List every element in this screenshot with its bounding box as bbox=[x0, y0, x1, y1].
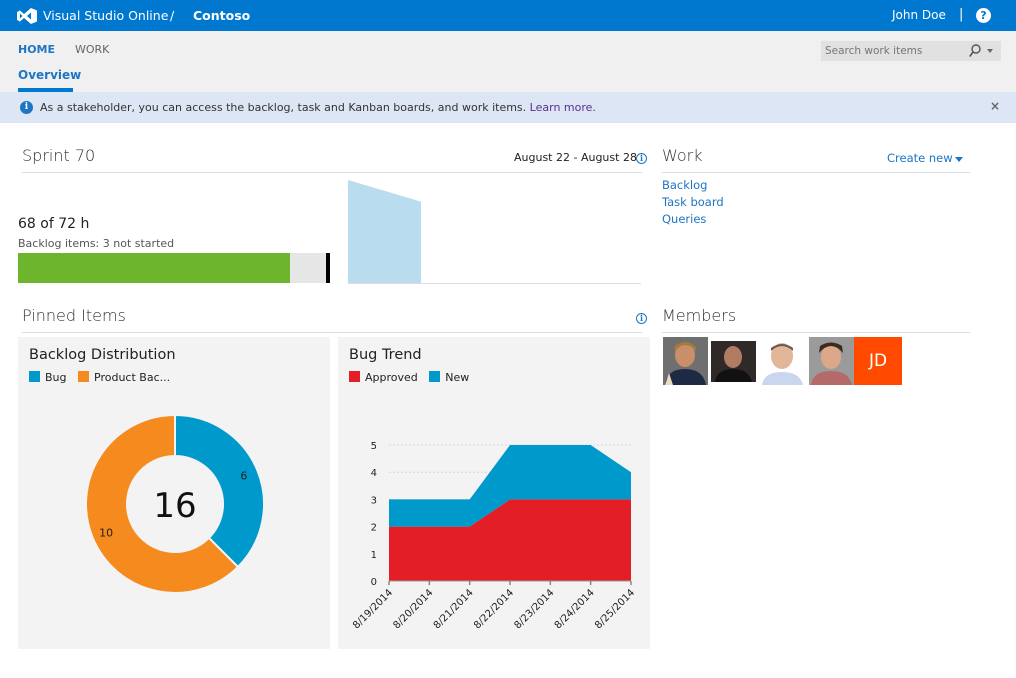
learn-more-link[interactable]: Learn more. bbox=[529, 101, 596, 114]
task-board-link[interactable]: Task board bbox=[662, 195, 724, 209]
legend-item-approved: Approved bbox=[349, 371, 418, 384]
banner-text: As a stakeholder, you can access the bac… bbox=[40, 101, 527, 114]
backlog-distribution-title: Backlog Distribution bbox=[29, 347, 176, 363]
donut-slice-product-backlog[interactable] bbox=[85, 413, 240, 594]
legend-item-new: New bbox=[429, 371, 469, 384]
y-tick-label: 1 bbox=[371, 550, 377, 561]
tab-work[interactable]: WORK bbox=[75, 43, 110, 56]
info-banner: i As a stakeholder, you can access the b… bbox=[0, 92, 1016, 123]
pinned-info-icon[interactable]: i bbox=[636, 313, 647, 324]
active-tab-indicator bbox=[18, 88, 73, 92]
x-tick-label: 8/21/2014 bbox=[432, 587, 476, 631]
close-icon[interactable]: × bbox=[990, 99, 1001, 113]
backlog-distribution-card[interactable]: Backlog Distribution Bug Product Bac... … bbox=[18, 337, 330, 649]
banner-message: As a stakeholder, you can access the bac… bbox=[40, 101, 596, 114]
area-approved[interactable] bbox=[389, 499, 631, 581]
project-name[interactable]: Contoso bbox=[193, 8, 251, 23]
y-tick-label: 0 bbox=[371, 577, 377, 588]
donut-slice-bug[interactable] bbox=[174, 413, 266, 569]
x-tick-label: 8/19/2014 bbox=[351, 587, 395, 631]
legend-item-bug: Bug bbox=[29, 371, 67, 384]
bug-trend-title: Bug Trend bbox=[349, 347, 422, 363]
legend-label-approved: Approved bbox=[365, 371, 418, 384]
backlog-summary: Backlog items: 3 not started bbox=[18, 237, 175, 250]
legend-label-product-backlog: Product Bac... bbox=[94, 371, 171, 384]
work-divider bbox=[662, 172, 970, 173]
y-tick-label: 2 bbox=[371, 523, 377, 534]
search-icon[interactable] bbox=[969, 44, 981, 58]
queries-link[interactable]: Queries bbox=[662, 212, 707, 226]
info-icon: i bbox=[20, 101, 33, 114]
visual-studio-logo-icon[interactable] bbox=[17, 8, 37, 24]
legend-swatch-product-backlog bbox=[78, 371, 90, 382]
help-icon[interactable]: ? bbox=[976, 8, 991, 23]
backlog-distribution-legend: Bug Product Bac... bbox=[29, 371, 178, 384]
y-tick-label: 5 bbox=[371, 441, 377, 452]
x-tick-label: 8/22/2014 bbox=[472, 587, 516, 631]
tab-home[interactable]: HOME bbox=[18, 43, 56, 56]
member-avatar-2[interactable] bbox=[711, 341, 756, 382]
area-new[interactable] bbox=[389, 445, 631, 527]
legend-label-new: New bbox=[445, 371, 470, 384]
legend-swatch-approved bbox=[349, 371, 360, 382]
sprint-title[interactable]: Sprint 70 bbox=[22, 146, 96, 165]
burndown-area bbox=[348, 180, 421, 283]
brand-title[interactable]: Visual Studio Online bbox=[43, 8, 169, 23]
legend-swatch-new bbox=[429, 371, 441, 382]
y-tick-label: 4 bbox=[371, 468, 377, 479]
work-title: Work bbox=[662, 146, 703, 165]
pinned-divider bbox=[22, 332, 642, 333]
top-bar: Visual Studio Online / Contoso John Doe … bbox=[0, 0, 1016, 31]
member-avatar-3[interactable] bbox=[760, 337, 805, 385]
member-avatar-1[interactable] bbox=[663, 337, 708, 385]
x-tick-label: 8/25/2014 bbox=[593, 587, 637, 631]
user-name[interactable]: John Doe bbox=[892, 8, 946, 22]
sprint-dates: August 22 - August 28 bbox=[514, 151, 637, 164]
members-divider bbox=[662, 332, 970, 333]
capacity-progress-fill bbox=[18, 253, 291, 283]
search-dropdown-icon[interactable] bbox=[987, 49, 993, 53]
members-title: Members bbox=[662, 306, 737, 325]
backlog-link[interactable]: Backlog bbox=[662, 178, 708, 192]
search-input[interactable] bbox=[821, 41, 961, 61]
burndown-chart[interactable] bbox=[348, 180, 641, 284]
breadcrumb-separator: / bbox=[170, 8, 175, 23]
donut-label-product-backlog: 10 bbox=[99, 527, 113, 540]
sprint-hours: 68 of 72 h bbox=[18, 216, 90, 232]
pinned-title: Pinned Items bbox=[22, 306, 126, 325]
sprint-divider bbox=[22, 172, 642, 173]
donut-chart: 16 6 10 bbox=[85, 413, 266, 594]
x-tick-label: 8/20/2014 bbox=[391, 587, 435, 631]
member-avatar-4[interactable] bbox=[809, 337, 854, 385]
legend-swatch-bug bbox=[29, 371, 40, 382]
legend-label-bug: Bug bbox=[45, 371, 67, 384]
legend-item-product-backlog: Product Bac... bbox=[78, 371, 170, 384]
hub-navigation: HOME WORK Overview bbox=[0, 31, 1016, 92]
bug-trend-legend: Approved New bbox=[349, 371, 477, 384]
create-new-dropdown-icon[interactable] bbox=[955, 157, 963, 162]
create-new-button[interactable]: Create new bbox=[887, 151, 953, 165]
capacity-progress-bar bbox=[18, 253, 330, 283]
sprint-info-icon[interactable]: i bbox=[636, 153, 647, 164]
x-tick-label: 8/24/2014 bbox=[553, 587, 597, 631]
capacity-marker bbox=[326, 253, 330, 283]
donut-label-bug: 6 bbox=[240, 469, 247, 482]
member-avatar-initials[interactable]: JD bbox=[854, 337, 902, 385]
search-box bbox=[821, 41, 1001, 61]
header-divider: | bbox=[959, 7, 964, 22]
bug-trend-chart: 0 1 2 3 4 5 8/19/20148/20/20148/21/20148/22/2… bbox=[351, 441, 637, 631]
donut-total-label: 16 bbox=[153, 486, 196, 526]
x-tick-label: 8/23/2014 bbox=[512, 587, 556, 631]
y-tick-label: 3 bbox=[371, 495, 377, 506]
tab-overview[interactable]: Overview bbox=[18, 68, 82, 82]
